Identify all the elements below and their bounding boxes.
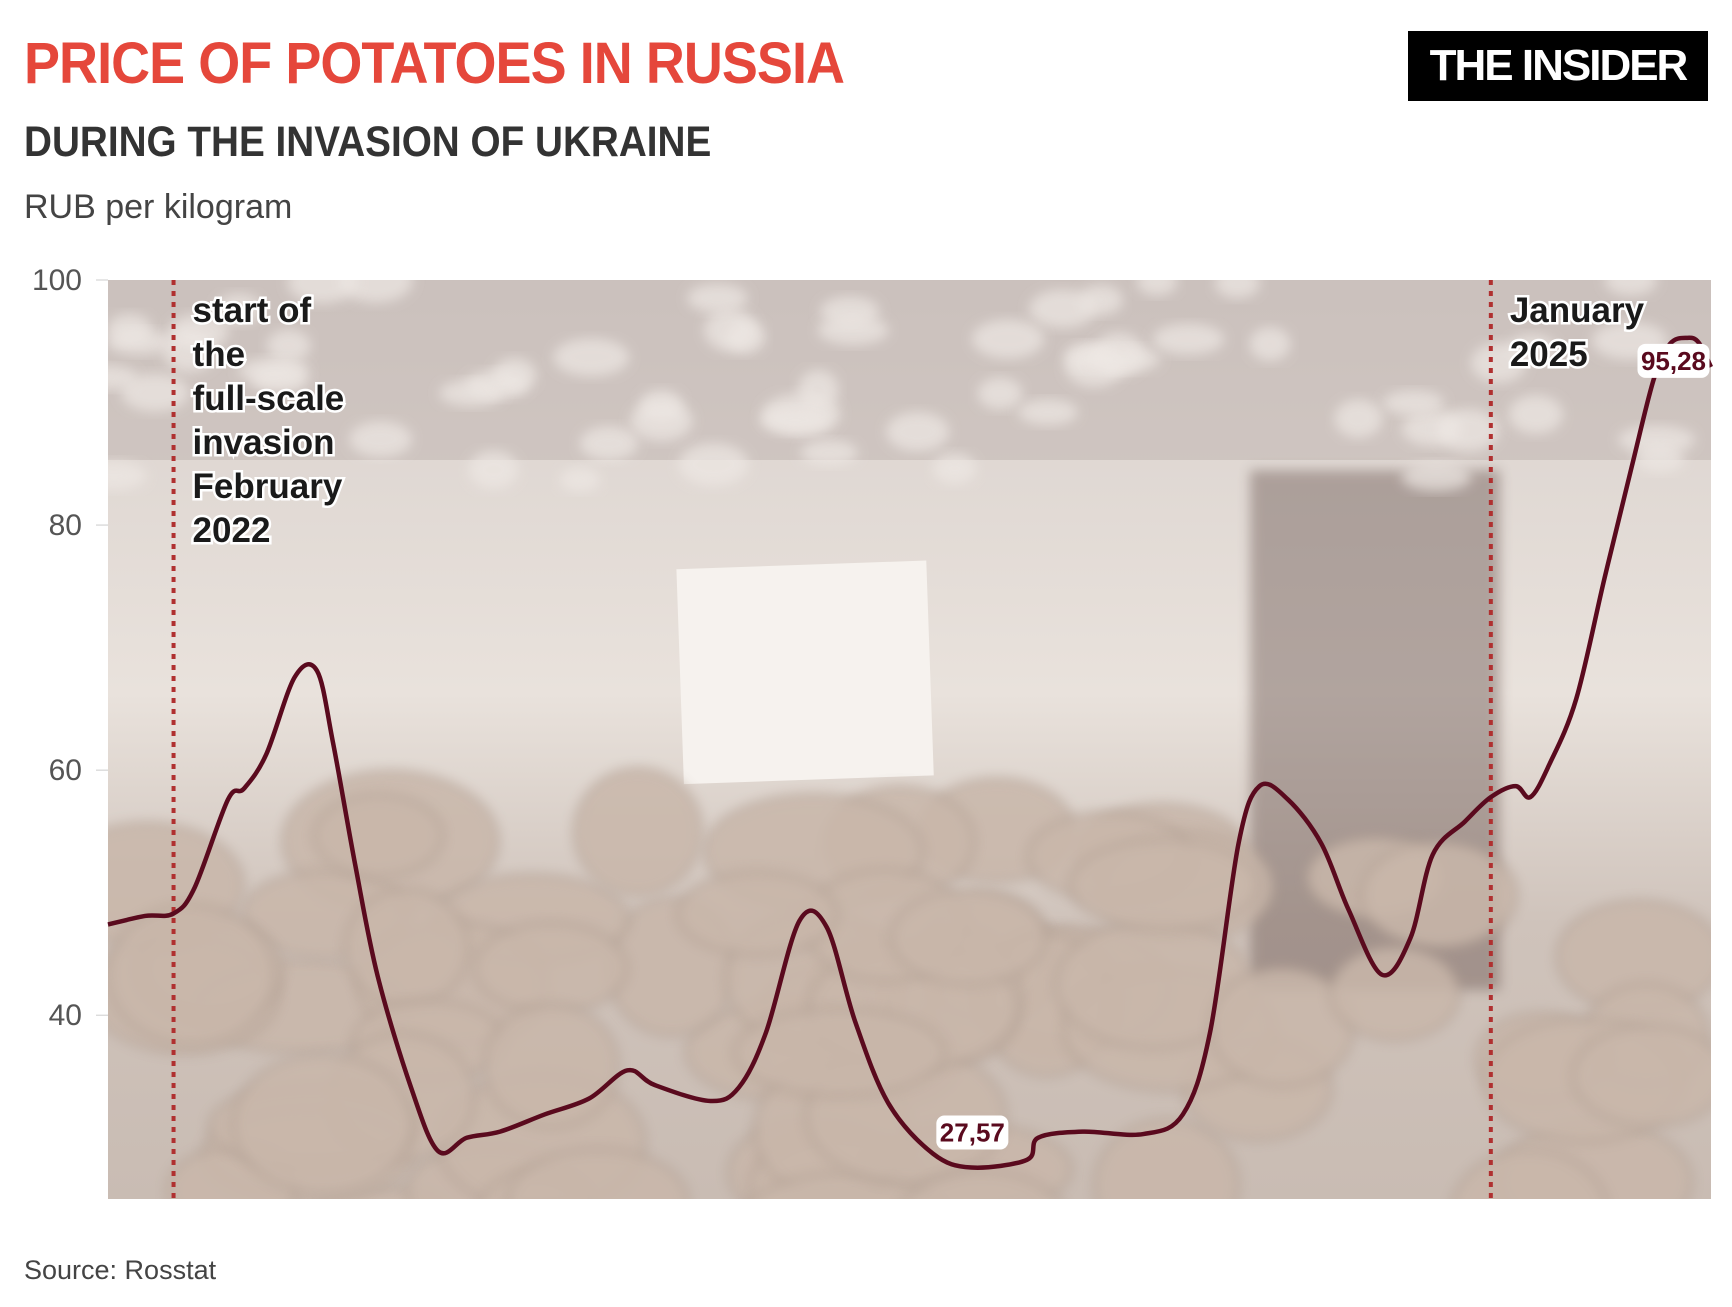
photo-potato bbox=[1452, 1148, 1608, 1199]
photo-potato bbox=[1093, 1118, 1240, 1199]
logo-text: THE INSIDER bbox=[1429, 41, 1689, 90]
photo-canopy-spot bbox=[1214, 280, 1260, 299]
photo-canopy-spot bbox=[1401, 462, 1472, 491]
photo-canopy-spot bbox=[1382, 390, 1445, 416]
the-insider-logo: THE INSIDER bbox=[1408, 31, 1708, 101]
annotation-text: February bbox=[193, 467, 343, 506]
photo-canopy-spot bbox=[885, 412, 950, 452]
photo-canopy-spot bbox=[120, 373, 190, 412]
photo-canopy-spot bbox=[238, 358, 309, 384]
photo-canopy-spot bbox=[559, 467, 601, 492]
photo-canopy-spot bbox=[287, 280, 358, 304]
y-axis-unit-label: RUB per kilogram bbox=[24, 188, 293, 226]
photo-canopy-spot bbox=[687, 283, 748, 313]
photo-canopy-spot bbox=[349, 421, 413, 458]
photo-canopy-spot bbox=[553, 338, 630, 377]
photo-potato bbox=[312, 793, 444, 878]
annotation-text: the bbox=[193, 335, 246, 374]
photo-canopy-spot bbox=[339, 280, 413, 303]
annotation-text: 2022 bbox=[193, 511, 271, 550]
source-note: Source: Rosstat bbox=[24, 1255, 217, 1285]
photo-canopy-spot bbox=[492, 357, 537, 392]
photo-canopy-spot bbox=[678, 443, 749, 486]
photo-potato bbox=[889, 888, 1048, 986]
photo-canopy-spot bbox=[932, 453, 977, 485]
data-label: 95,28 bbox=[1641, 346, 1706, 376]
y-tick-label: 60 bbox=[49, 754, 82, 787]
y-tick-label: 80 bbox=[49, 509, 82, 542]
photo-canopy-spot bbox=[630, 400, 693, 441]
photo-canopy-spot bbox=[1635, 444, 1685, 473]
photo-potato bbox=[573, 767, 703, 896]
photo-canopy-spot bbox=[1470, 342, 1527, 383]
photo-potato bbox=[231, 1053, 414, 1195]
photo-potato bbox=[1328, 945, 1461, 1041]
photo-potato bbox=[108, 903, 276, 1047]
photo-canopy-spot bbox=[1086, 346, 1161, 373]
chart-title: PRICE OF POTATOES IN RUSSIA bbox=[24, 31, 845, 96]
data-label-box bbox=[936, 1115, 1009, 1150]
photo-canopy-spot bbox=[579, 426, 638, 461]
photo-canopy-spot bbox=[1136, 280, 1178, 296]
photo-potato bbox=[323, 1185, 440, 1199]
annotation-text: invasion bbox=[193, 423, 335, 462]
photo-canopy-spot bbox=[439, 379, 504, 407]
photo-canopy-spot bbox=[216, 293, 262, 325]
photo-canopy-spot bbox=[1508, 394, 1563, 434]
photo-canopy-spot bbox=[266, 329, 311, 362]
photo-canopy-spot bbox=[1018, 399, 1078, 426]
photo-canopy-spot bbox=[800, 439, 859, 466]
photo-canopy-spot bbox=[1436, 409, 1500, 452]
photo-potato bbox=[676, 871, 839, 957]
photo-potato bbox=[732, 1007, 946, 1098]
photo-potato bbox=[1571, 1024, 1711, 1128]
y-tick-label: 100 bbox=[32, 264, 82, 297]
photo-canopy-spot bbox=[468, 450, 519, 489]
data-label-box bbox=[1637, 343, 1710, 378]
photo-potato bbox=[473, 921, 629, 1015]
annotation-text: start of bbox=[193, 291, 312, 330]
background-photo bbox=[108, 280, 1711, 1199]
annotation-text: full-scale bbox=[193, 379, 345, 418]
annotation-text: January bbox=[1510, 291, 1645, 330]
photo-canopy-spot bbox=[703, 308, 757, 352]
photo-canopy-spot bbox=[108, 313, 152, 345]
data-label: 27,57 bbox=[940, 1118, 1005, 1148]
photo-canopy-spot bbox=[760, 407, 831, 434]
photo-potato bbox=[482, 1003, 620, 1129]
photo-canopy-spot bbox=[797, 370, 839, 410]
photo-canopy-spot bbox=[1334, 399, 1383, 438]
chart-subtitle: DURING THE INVASION OF UKRAINE bbox=[24, 118, 712, 166]
photo-potato bbox=[1360, 840, 1518, 949]
photo-canopy-spot bbox=[1604, 280, 1658, 296]
photo-canopy-spot bbox=[971, 319, 1045, 359]
annotation-text: 2025 bbox=[1510, 335, 1588, 374]
photo-canopy-spot bbox=[169, 314, 229, 349]
y-tick-label: 40 bbox=[49, 999, 82, 1032]
photo-potato bbox=[1068, 838, 1260, 932]
photo-potato bbox=[904, 1169, 1060, 1199]
photo-canopy-spot bbox=[1029, 289, 1097, 328]
photo-price-tag bbox=[676, 560, 934, 785]
photo-potato bbox=[506, 1147, 689, 1199]
photo-canopy-spot bbox=[1249, 327, 1291, 361]
photo-canopy-spot bbox=[977, 377, 1023, 410]
photo-canopy-spot bbox=[108, 461, 147, 491]
photo-canopy-spot bbox=[817, 315, 889, 345]
photo-canopy-spot bbox=[1152, 323, 1225, 355]
